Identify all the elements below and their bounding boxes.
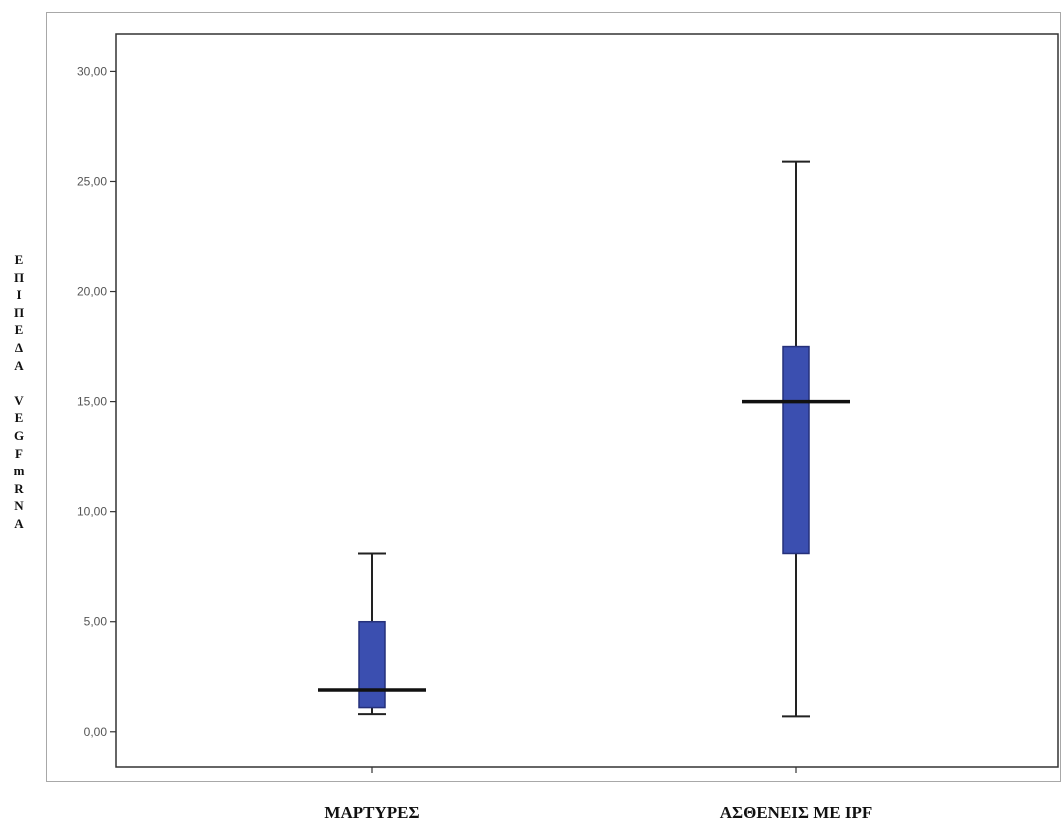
iqr-box [782, 345, 810, 555]
y-tick-label: 0,00 [84, 725, 108, 739]
category-label-controls: ΜΑΡΤΥΡΕΣ [324, 803, 420, 822]
y-tick-label: 15,00 [77, 395, 107, 409]
category-label-ipf-patients: ΑΣΘΕΝΕΙΣ ΜΕ IPF [719, 803, 873, 822]
chart-frame [46, 12, 1061, 782]
y-axis-ticks: 0,00 5,00 10,00 15,00 20,00 25,00 30,00 [77, 64, 116, 739]
boxes [318, 160, 850, 718]
y-tick-label: 30,00 [77, 64, 107, 78]
y-tick-label: 25,00 [77, 174, 107, 188]
y-tick-label: 10,00 [77, 505, 107, 519]
y-tick-label: 5,00 [84, 615, 108, 629]
iqr-box [358, 620, 386, 709]
box-ipf-patients [742, 160, 850, 718]
y-tick-label: 20,00 [77, 285, 107, 299]
box-controls [318, 552, 426, 716]
x-axis-ticks [371, 767, 797, 773]
y-axis-title: Ε Π Ι Π Ε Δ Α V E G F m R N A [13, 252, 25, 531]
plot-area [115, 33, 1059, 768]
